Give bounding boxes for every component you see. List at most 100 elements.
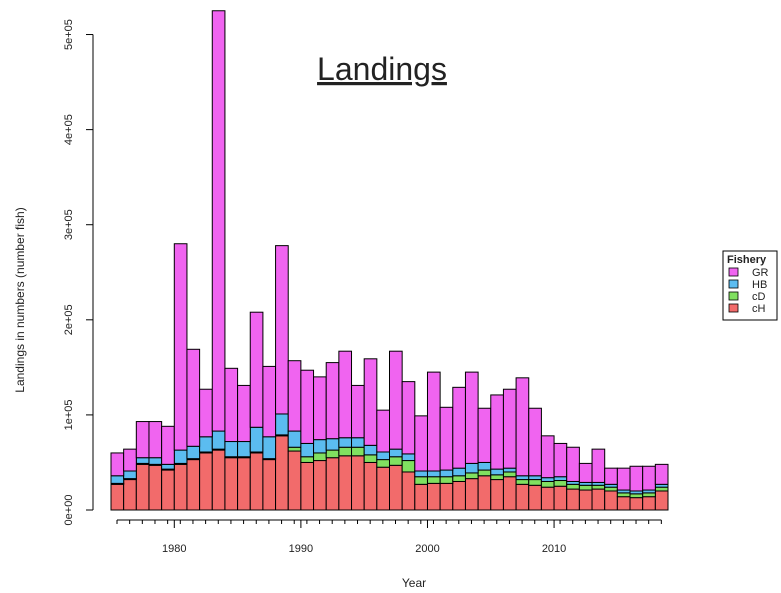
bar-segment	[490, 479, 504, 511]
bar-segment	[642, 496, 656, 511]
bar-segment	[110, 483, 125, 511]
bar-segment	[629, 465, 644, 492]
bar-segment	[452, 475, 466, 482]
bar-segment	[186, 348, 201, 447]
bar-segment	[287, 360, 302, 432]
bar-segment	[249, 452, 264, 511]
bar-segment	[389, 464, 403, 511]
x-axis-label: Year	[402, 576, 426, 590]
bar-segment	[426, 470, 441, 478]
bar-segment	[540, 486, 555, 511]
bar-segment	[401, 453, 416, 462]
bar-segment	[313, 460, 327, 511]
bar-segment	[591, 448, 606, 483]
bar-segment	[528, 484, 542, 511]
bar-segment	[123, 448, 137, 472]
bar-segment	[199, 388, 213, 438]
bar-segment	[490, 474, 504, 481]
bar-segment	[161, 463, 175, 470]
bar-segment	[287, 450, 302, 511]
bar-segment	[477, 407, 492, 463]
bar-segment	[351, 384, 365, 439]
bar-segment	[426, 476, 441, 484]
bar-segment	[578, 462, 593, 483]
bar-segment	[135, 463, 150, 511]
bar-segment	[186, 459, 201, 511]
bar-segment	[477, 461, 492, 471]
bar-segment	[502, 471, 517, 478]
bar-segment	[452, 467, 466, 477]
bar-segment	[654, 486, 669, 492]
bar-segment	[313, 439, 327, 454]
bar-segment	[401, 381, 416, 455]
bar-segment	[300, 442, 315, 458]
bar-segment	[464, 462, 479, 474]
bar-segment	[540, 480, 555, 488]
bar-segment	[275, 413, 289, 436]
bar-segment	[502, 388, 517, 469]
bar-segment	[591, 484, 606, 490]
bar-segment	[237, 384, 251, 443]
bar-segment	[566, 488, 580, 511]
bar-segment	[224, 367, 239, 443]
legend-label: cH	[752, 303, 766, 315]
legend-label: cD	[752, 291, 766, 303]
bar-segment	[452, 386, 466, 469]
bar-segment	[325, 362, 340, 440]
bar-segment	[464, 371, 479, 464]
bar-segment	[123, 470, 137, 480]
bar-segment	[275, 435, 289, 511]
bar-segment	[363, 358, 378, 446]
bar-segment	[540, 435, 555, 479]
bar-segment	[186, 445, 201, 460]
bar-segment	[287, 446, 302, 452]
bar-segment	[629, 493, 644, 499]
legend-swatch	[728, 303, 739, 313]
x-tick-label: 2010	[542, 543, 566, 555]
bar-segment	[414, 476, 428, 485]
bar-segment	[173, 449, 188, 464]
bar-segment	[110, 475, 125, 484]
bar-segment	[300, 369, 315, 444]
bar-segment	[249, 311, 264, 428]
y-tick-label: 5e+05	[63, 19, 75, 50]
bar-segment	[389, 456, 403, 466]
bar-segment	[135, 457, 150, 464]
bar-segment	[616, 467, 631, 491]
bar-segment	[211, 449, 226, 511]
bar-segment	[313, 452, 327, 462]
bar-segment	[338, 350, 353, 439]
legend-swatch	[728, 291, 739, 301]
bar-segment	[135, 421, 150, 459]
bar-segment	[161, 469, 175, 511]
bar-segment	[591, 488, 606, 511]
bar-segment	[553, 476, 568, 482]
bar-segment	[515, 377, 530, 477]
bar-segment	[389, 448, 403, 458]
bar-segment	[313, 376, 327, 441]
bar-segment	[148, 464, 163, 511]
legend-label: HB	[752, 279, 767, 291]
bar-segment	[654, 490, 669, 511]
bar-segment	[414, 415, 428, 472]
bar-segment	[351, 446, 365, 457]
bar-segment	[502, 467, 517, 473]
bar-segment	[287, 430, 302, 448]
bar-segment	[211, 430, 226, 450]
bar-segment	[616, 496, 631, 511]
bar-segment	[325, 438, 340, 451]
chart-title: Landings	[317, 51, 447, 87]
bar-segment	[401, 471, 416, 511]
bar-segment	[464, 472, 479, 480]
y-tick-label: 0e+00	[63, 495, 75, 526]
bar-segment	[363, 454, 378, 463]
bar-segment	[439, 476, 454, 484]
bar-segment	[452, 480, 466, 511]
bar-segment	[338, 437, 353, 448]
bar-segment	[426, 371, 441, 472]
bar-segment	[338, 455, 353, 511]
bar-segment	[389, 350, 403, 450]
bar-segment	[464, 478, 479, 511]
bar-segment	[376, 409, 391, 453]
y-tick-label: 1e+05	[63, 399, 75, 430]
